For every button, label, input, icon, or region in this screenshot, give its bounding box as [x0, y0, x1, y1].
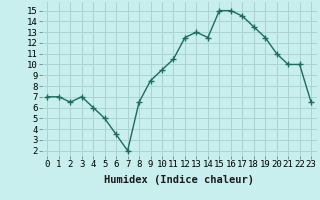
X-axis label: Humidex (Indice chaleur): Humidex (Indice chaleur) [104, 175, 254, 185]
